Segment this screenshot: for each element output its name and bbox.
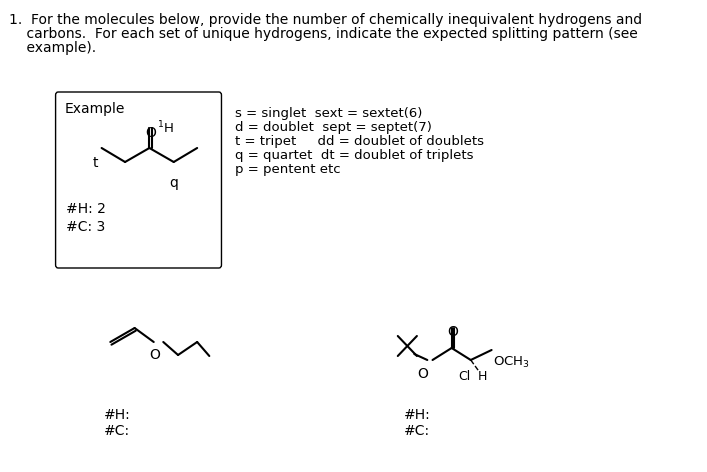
Text: example).: example).	[8, 41, 105, 55]
Text: O: O	[145, 126, 156, 140]
Text: t = tripet     dd = doublet of doublets: t = tripet dd = doublet of doublets	[235, 135, 484, 148]
Text: q: q	[169, 176, 178, 190]
Text: O: O	[417, 367, 428, 381]
Text: q = quartet  dt = doublet of triplets: q = quartet dt = doublet of triplets	[235, 149, 473, 162]
FancyBboxPatch shape	[56, 92, 221, 268]
Text: #H:: #H:	[104, 408, 131, 422]
Text: 1.  For the molecules below, provide the number of chemically inequivalent hydro: 1. For the molecules below, provide the …	[8, 13, 642, 27]
Text: t: t	[93, 156, 98, 170]
Text: carbons.  For each set of unique hydrogens, indicate the expected splitting patt: carbons. For each set of unique hydrogen…	[8, 27, 638, 41]
Text: Example: Example	[64, 102, 124, 116]
Text: p = pentent etc: p = pentent etc	[235, 163, 340, 176]
Text: OCH$_3$: OCH$_3$	[493, 355, 530, 370]
Text: #C:: #C:	[404, 424, 430, 438]
Text: H: H	[478, 370, 487, 383]
Text: #H:: #H:	[404, 408, 431, 422]
Text: d = doublet  sept = septet(7): d = doublet sept = septet(7)	[235, 121, 431, 134]
Text: #C:: #C:	[104, 424, 130, 438]
Text: #H: 2: #H: 2	[66, 202, 106, 216]
Text: #C: 3: #C: 3	[66, 220, 105, 234]
Text: $^1$H: $^1$H	[157, 120, 174, 136]
Text: s = singlet  sext = sextet(6): s = singlet sext = sextet(6)	[235, 107, 422, 120]
Text: Cl: Cl	[459, 370, 471, 383]
Text: O: O	[447, 325, 458, 339]
Text: O: O	[149, 348, 160, 362]
